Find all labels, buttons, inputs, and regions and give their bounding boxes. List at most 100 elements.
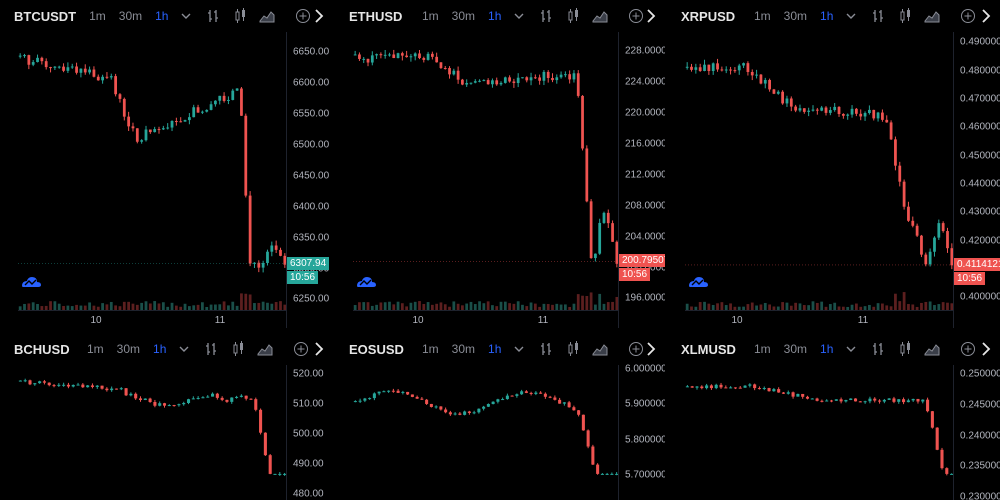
area-style-icon[interactable]: [923, 7, 941, 25]
timeframe-1h[interactable]: 1h: [820, 9, 834, 23]
timeframe-1h[interactable]: 1h: [820, 342, 834, 356]
timeframe-1m[interactable]: 1m: [754, 9, 771, 23]
candle: [833, 103, 837, 112]
symbol-label[interactable]: ETHUSD: [349, 8, 403, 24]
chevron-down-icon[interactable]: [510, 340, 528, 358]
candle: [902, 179, 906, 210]
symbol-label[interactable]: BTCUSDT: [14, 8, 77, 24]
candle: [179, 117, 183, 123]
symbol-label[interactable]: XLMUSD: [681, 341, 736, 357]
timeframe-1m[interactable]: 1m: [87, 342, 104, 356]
add-indicator-icon[interactable]: [627, 340, 645, 358]
candle: [850, 105, 854, 118]
price-axis[interactable]: 6650.00 6600.00 6550.00 6500.00 6450.00 6400.…: [286, 32, 333, 328]
add-indicator-icon[interactable]: [292, 340, 310, 358]
candle: [512, 78, 516, 88]
volume-bar: [396, 301, 400, 310]
chevron-down-icon[interactable]: [177, 7, 195, 25]
add-indicator-icon[interactable]: [294, 7, 312, 25]
timeframe-30m[interactable]: 30m: [451, 9, 476, 23]
price-axis[interactable]: 228.000000 224.000000 220.000000 216.000000…: [618, 32, 665, 328]
chevron-down-icon[interactable]: [510, 7, 528, 25]
chevron-down-icon[interactable]: [842, 340, 860, 358]
symbol-label[interactable]: BCHUSD: [14, 341, 70, 357]
bar-style-icon[interactable]: [204, 7, 222, 25]
candle: [362, 56, 366, 64]
candle: [946, 227, 949, 253]
chevron-right-icon[interactable]: [309, 340, 327, 358]
candle: [172, 404, 176, 407]
candle-style-icon[interactable]: [231, 7, 249, 25]
symbol-label[interactable]: XRPUSD: [681, 8, 736, 24]
candle-style-icon[interactable]: [564, 7, 582, 25]
bar-style-icon[interactable]: [869, 7, 887, 25]
chevron-right-icon[interactable]: [976, 7, 994, 25]
time-axis[interactable]: 10 11: [685, 310, 954, 328]
bar-style-icon[interactable]: [869, 340, 887, 358]
timeframe-30m[interactable]: 30m: [451, 342, 476, 356]
volume-bar: [448, 306, 451, 310]
timeframe-1m[interactable]: 1m: [89, 9, 106, 23]
timeframe-30m[interactable]: 30m: [118, 9, 143, 23]
chevron-down-icon[interactable]: [842, 7, 860, 25]
candle-style-icon[interactable]: [896, 7, 914, 25]
time-axis[interactable]: 10 11: [353, 310, 619, 328]
add-indicator-icon[interactable]: [959, 7, 977, 25]
candle: [187, 113, 191, 125]
area-style-icon[interactable]: [591, 7, 609, 25]
timeframe-30m[interactable]: 30m: [116, 342, 141, 356]
area-style-icon[interactable]: [256, 340, 274, 358]
price-plot[interactable]: [353, 365, 619, 500]
chevron-right-icon[interactable]: [976, 340, 994, 358]
candle-style-icon[interactable]: [229, 340, 247, 358]
timeframe-1h[interactable]: 1h: [155, 9, 169, 23]
candle-style-icon[interactable]: [564, 340, 582, 358]
add-indicator-icon[interactable]: [959, 340, 977, 358]
bar-style-icon[interactable]: [537, 7, 555, 25]
volume-bar: [482, 303, 486, 310]
candle: [894, 136, 897, 171]
price-plot[interactable]: [685, 365, 954, 500]
candle: [31, 60, 35, 67]
bar-style-icon[interactable]: [202, 340, 220, 358]
volume-bar: [430, 304, 434, 310]
timeframe-1m[interactable]: 1m: [422, 342, 439, 356]
candle: [88, 66, 91, 75]
volume-bar: [148, 303, 152, 310]
price-axis[interactable]: 520.00 510.00 500.00 490.00 480.00: [286, 365, 333, 500]
time-axis[interactable]: 10 11: [18, 310, 287, 328]
timeframe-1h[interactable]: 1h: [153, 342, 167, 356]
area-style-icon[interactable]: [258, 7, 276, 25]
price-plot[interactable]: [353, 32, 619, 310]
chevron-down-icon[interactable]: [175, 340, 193, 358]
price-plot[interactable]: [685, 32, 954, 310]
timeframe-30m[interactable]: 30m: [783, 9, 808, 23]
timeframe-1h[interactable]: 1h: [488, 9, 502, 23]
area-style-icon[interactable]: [923, 340, 941, 358]
volume-bar: [941, 302, 945, 310]
price-plot[interactable]: [18, 32, 287, 310]
symbol-label[interactable]: EOSUSD: [349, 341, 404, 357]
timeframe-1m[interactable]: 1m: [422, 9, 439, 23]
chevron-right-icon[interactable]: [641, 7, 659, 25]
timeframe-30m[interactable]: 30m: [783, 342, 808, 356]
volume-bar: [525, 306, 529, 310]
chevron-right-icon[interactable]: [309, 7, 327, 25]
candle: [743, 385, 747, 388]
volume-bar: [546, 304, 550, 310]
candle: [170, 120, 174, 132]
candle: [231, 88, 235, 101]
price-plot[interactable]: [18, 365, 287, 500]
price-axis[interactable]: 6.000000 5.900000 5.800000 5.700000: [618, 363, 665, 500]
candle: [57, 383, 61, 387]
timeframe-1m[interactable]: 1m: [754, 342, 771, 356]
price-tick: 0.2300000: [960, 491, 1000, 500]
candle-style-icon[interactable]: [896, 340, 914, 358]
timeframe-1h[interactable]: 1h: [488, 342, 502, 356]
add-indicator-icon[interactable]: [627, 7, 645, 25]
bar-style-icon[interactable]: [537, 340, 555, 358]
chevron-right-icon[interactable]: [641, 340, 659, 358]
area-style-icon[interactable]: [591, 340, 609, 358]
